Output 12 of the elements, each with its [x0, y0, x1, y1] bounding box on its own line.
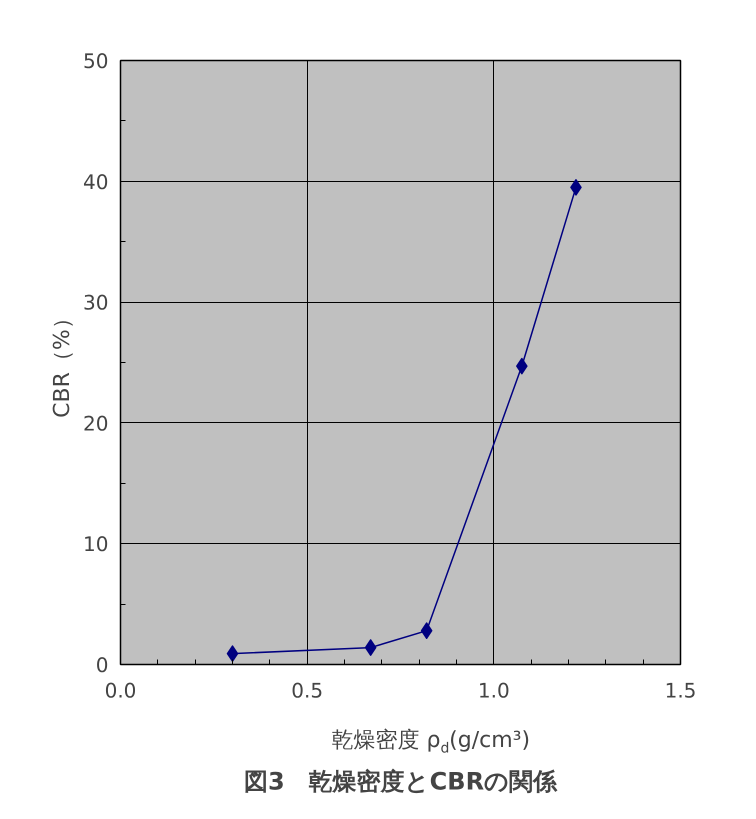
text: 図3 乾燥密度とCBRの関係 — [244, 768, 558, 796]
y-tick-label: 50 — [83, 49, 109, 73]
x-tick-label: 1.5 — [664, 678, 696, 702]
y-axis-title: CBR（%） — [50, 307, 76, 418]
x-tick-label: 0.5 — [291, 678, 324, 702]
x-tick-label: 1.0 — [478, 678, 510, 702]
x-tick-label: 0.0 — [104, 678, 136, 702]
y-tick-label: 40 — [83, 170, 109, 194]
y-tick-label: 20 — [83, 411, 109, 436]
y-tick-label: 0 — [96, 653, 109, 677]
y-tick-label: 10 — [83, 532, 109, 556]
y-tick-label: 30 — [83, 290, 109, 315]
